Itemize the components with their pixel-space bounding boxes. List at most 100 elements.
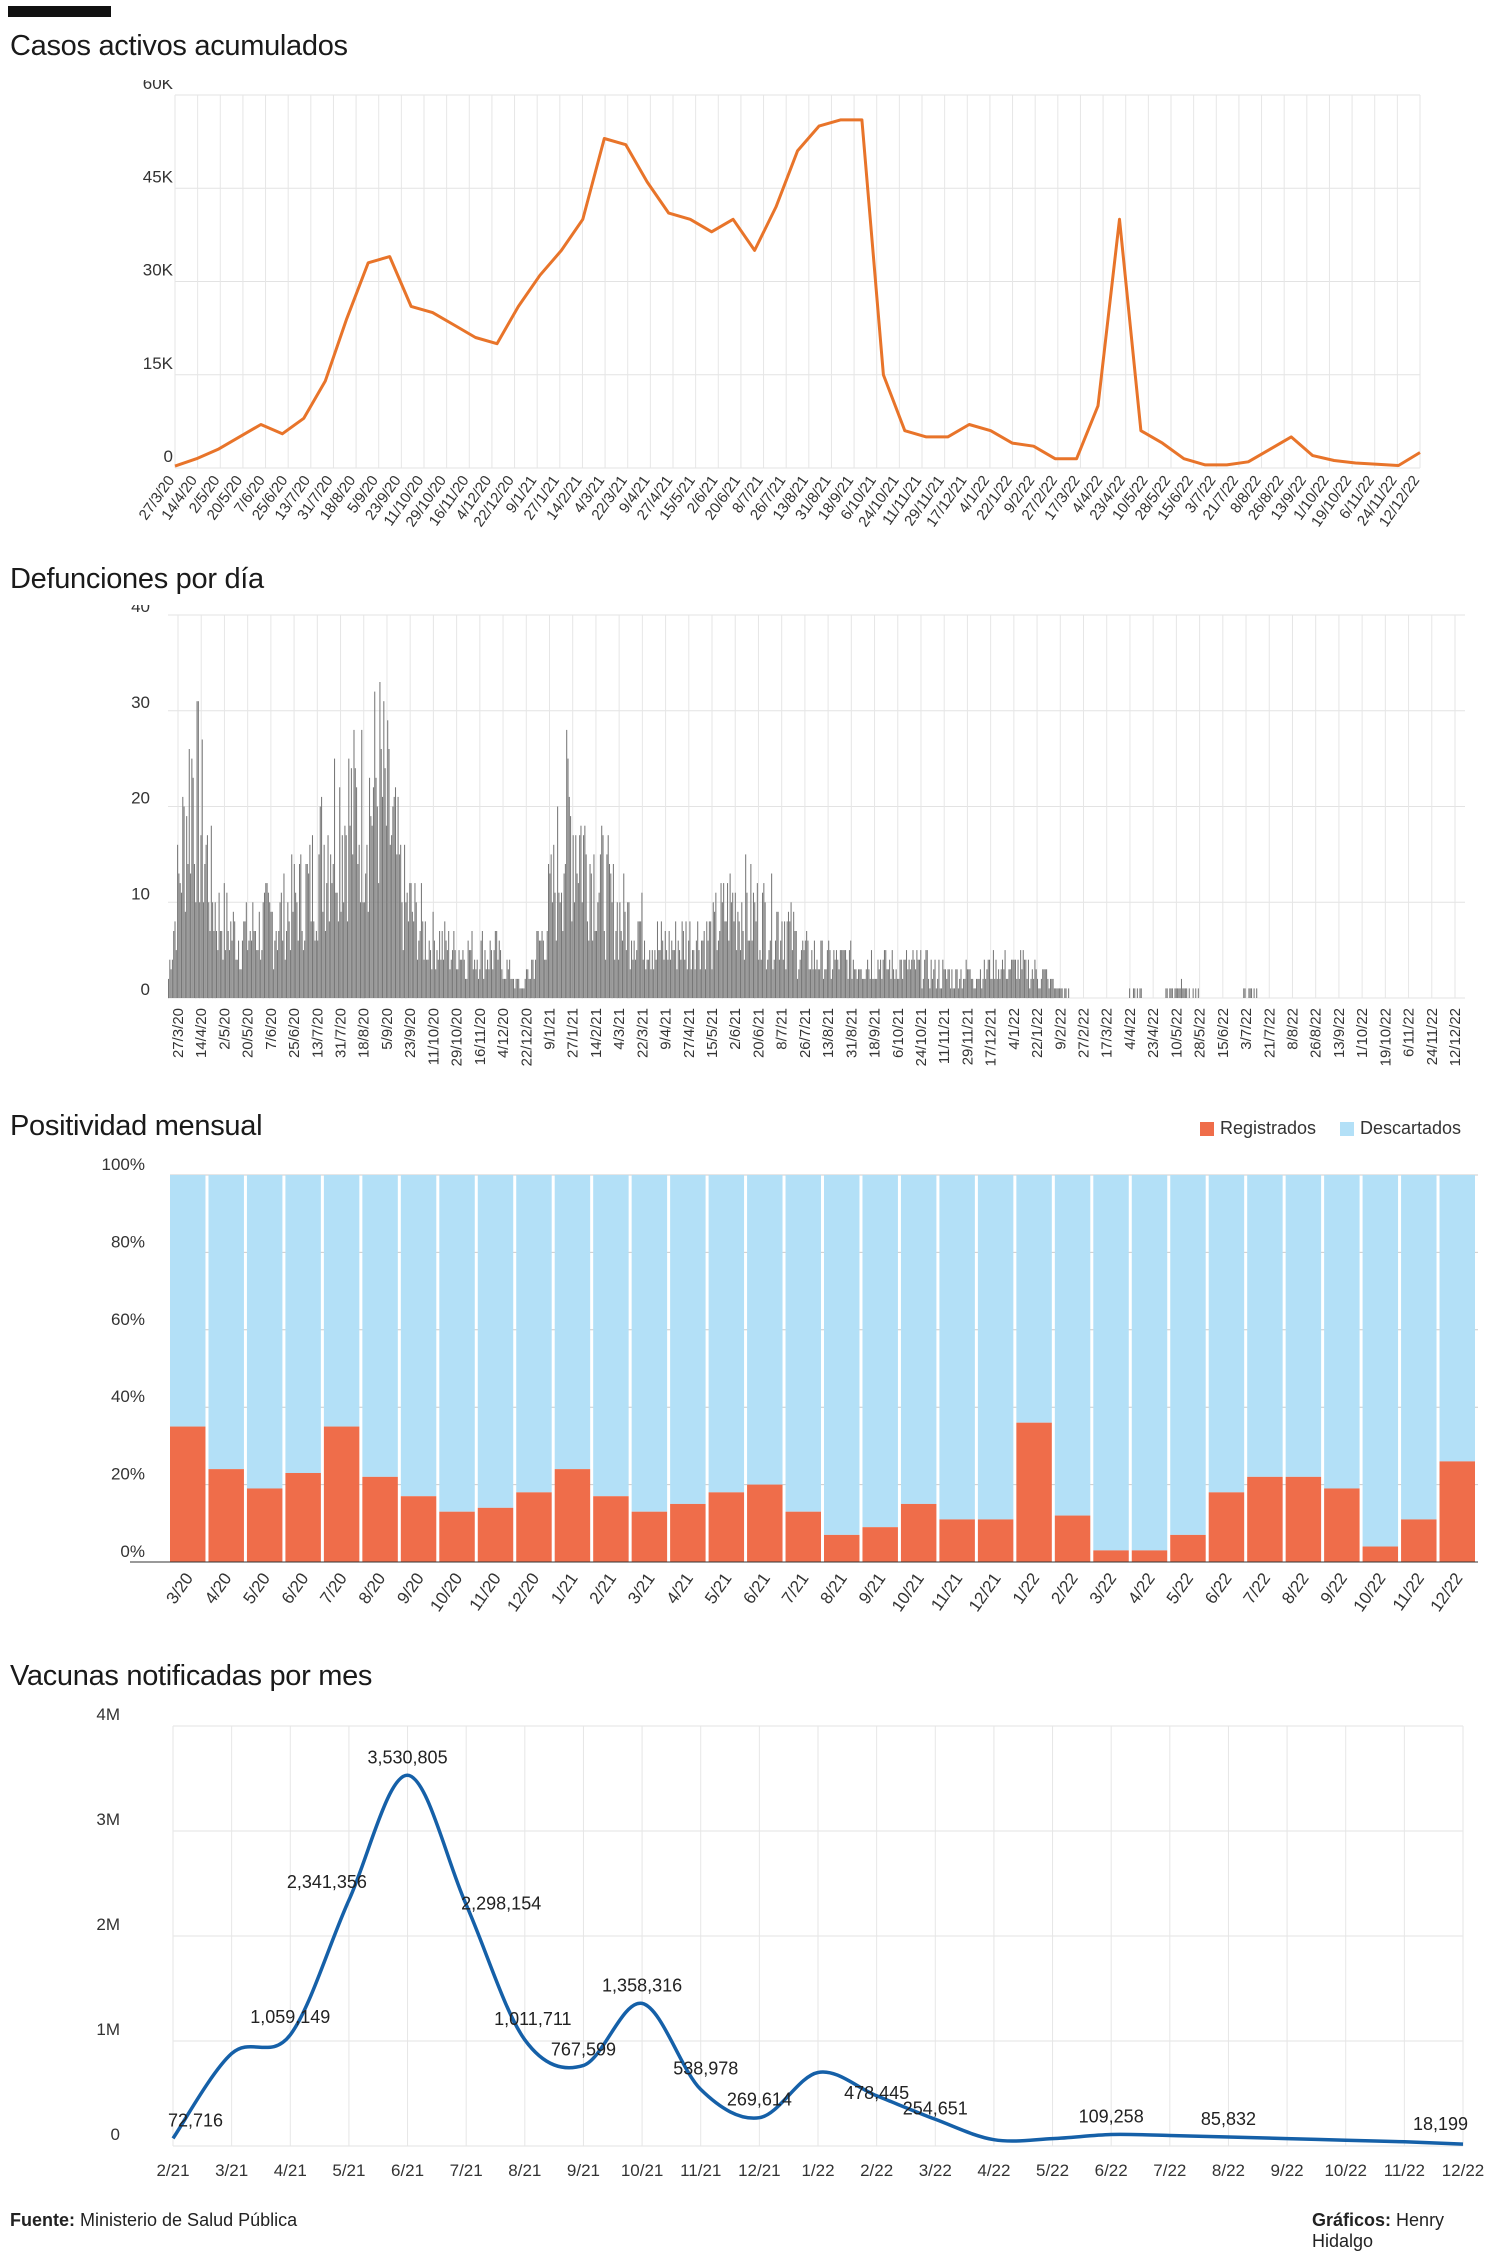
- death-bar: [354, 768, 356, 998]
- death-bar: [518, 978, 520, 999]
- death-bar: [612, 864, 614, 998]
- death-bar: [1065, 988, 1067, 998]
- death-bar: [378, 883, 380, 998]
- bar-registrados: [1016, 1422, 1052, 1562]
- data-label: 1,358,316: [602, 1975, 682, 1995]
- death-bar: [525, 969, 528, 998]
- death-bar: [501, 969, 503, 998]
- death-bar: [1025, 959, 1027, 998]
- x-tick-label: 9/21: [567, 2161, 600, 2180]
- death-bar: [393, 796, 395, 998]
- death-bar: [905, 950, 908, 998]
- death-bar: [244, 921, 246, 998]
- death-bar: [330, 854, 332, 998]
- death-bar: [693, 950, 695, 998]
- bar-registrados: [477, 1507, 514, 1562]
- death-bar: [240, 969, 242, 998]
- y-tick-label: 60K: [143, 80, 174, 93]
- death-bar: [328, 921, 330, 998]
- death-bar: [896, 978, 898, 999]
- death-bar: [824, 969, 826, 998]
- death-bar: [483, 978, 485, 999]
- x-tick-label: 25/6/20: [286, 1008, 303, 1058]
- death-bar: [562, 931, 564, 998]
- death-bar: [527, 969, 529, 998]
- death-bar: [813, 940, 815, 998]
- death-bar: [463, 959, 465, 998]
- y-tick-label: 0: [164, 447, 173, 466]
- x-tick-label: 10/5/22: [1168, 1008, 1185, 1058]
- x-tick-label: 15/6/22: [1215, 1008, 1232, 1058]
- death-bar: [283, 873, 285, 998]
- death-bar: [427, 959, 429, 998]
- death-bar: [1171, 988, 1173, 998]
- death-bar: [458, 950, 460, 998]
- death-bar: [474, 959, 476, 998]
- x-tick-label: 6/22: [1201, 1569, 1236, 1607]
- death-bar: [323, 844, 325, 998]
- x-tick-label: 22/1/22: [1029, 1008, 1046, 1058]
- death-bar: [734, 892, 736, 998]
- death-bar: [668, 931, 670, 998]
- death-bar: [729, 873, 731, 998]
- death-bar: [969, 969, 971, 998]
- bar-registrados: [862, 1527, 898, 1562]
- death-bar: [867, 959, 869, 998]
- death-bar: [842, 950, 844, 998]
- x-tick-label: 12/22: [1427, 1569, 1467, 1615]
- x-tick-label: 11/21: [927, 1569, 966, 1614]
- x-tick-label: 31/7/20: [333, 1008, 350, 1058]
- death-bar: [1059, 988, 1061, 998]
- death-bar: [369, 777, 371, 998]
- death-bar: [533, 978, 535, 999]
- death-bar: [348, 758, 350, 998]
- x-tick-label: 9/20: [393, 1569, 428, 1607]
- death-bar: [551, 902, 553, 999]
- bar-descartados: [246, 1175, 283, 1489]
- death-bar: [926, 950, 928, 998]
- death-bar: [490, 950, 492, 998]
- death-bar: [720, 883, 722, 998]
- death-bar: [738, 921, 740, 998]
- bar-descartados: [1016, 1175, 1052, 1423]
- x-tick-label: 9/22: [1271, 2161, 1304, 2180]
- death-bar: [802, 940, 804, 998]
- death-bar: [1018, 978, 1020, 999]
- death-bar: [1005, 978, 1007, 999]
- bar-registrados: [170, 1426, 206, 1562]
- bar-descartados: [362, 1175, 398, 1477]
- death-bar: [1026, 978, 1028, 999]
- x-tick-label: 12/21: [965, 1569, 1005, 1615]
- death-bar: [437, 959, 439, 998]
- bar-descartados: [824, 1175, 860, 1535]
- death-bar: [921, 988, 923, 998]
- casos-chart: 015K30K45K60K27/3/2014/4/202/5/2020/5/20…: [136, 80, 1424, 530]
- x-tick-label: 9/2/22: [1052, 1008, 1069, 1050]
- death-bar: [659, 950, 661, 998]
- death-bar: [695, 940, 697, 998]
- death-bar: [812, 969, 814, 998]
- x-tick-label: 8/21: [816, 1569, 851, 1607]
- bar-registrados: [1247, 1476, 1283, 1562]
- death-bar: [583, 835, 585, 998]
- death-bar: [903, 959, 905, 998]
- death-bar: [724, 921, 726, 998]
- bar-descartados: [439, 1175, 475, 1512]
- death-bar: [193, 864, 195, 998]
- x-tick-label: 12/12/22: [1447, 1008, 1464, 1066]
- death-bar: [773, 959, 775, 998]
- death-bar: [941, 988, 943, 998]
- death-bar: [886, 969, 888, 998]
- x-tick-label: 20/5/20: [240, 1008, 257, 1058]
- bar-descartados: [516, 1175, 552, 1493]
- death-bar: [860, 969, 862, 998]
- x-tick-label: 5/20: [239, 1569, 274, 1607]
- x-tick-label: 27/3/20: [170, 1008, 187, 1058]
- death-bar: [596, 931, 598, 998]
- death-bar: [588, 940, 590, 998]
- death-bar: [241, 940, 243, 998]
- death-bar: [833, 950, 835, 998]
- death-bar: [171, 959, 173, 998]
- bar-descartados: [939, 1175, 975, 1520]
- death-bar: [1013, 959, 1015, 998]
